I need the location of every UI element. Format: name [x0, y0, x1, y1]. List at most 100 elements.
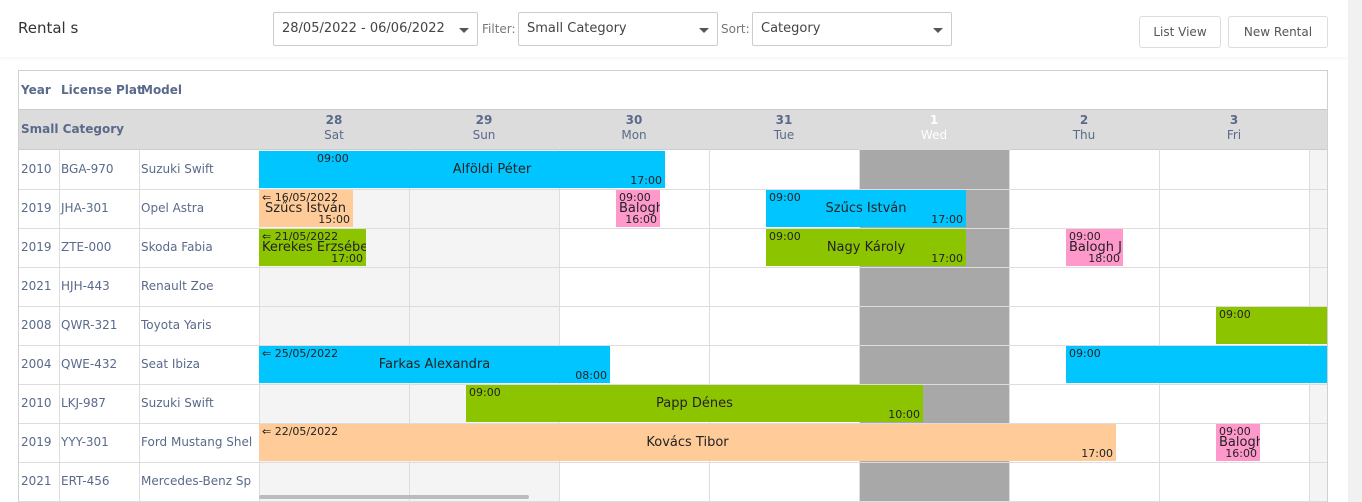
car-plate: QWR-321 — [61, 318, 118, 332]
event-end: 17:00 — [931, 252, 963, 265]
car-year: 2008 — [21, 318, 52, 332]
car-row[interactable]: 2004 QWE-432 Seat Ibiza — [19, 345, 259, 384]
event-start: 09:00 — [1069, 347, 1101, 360]
horizontal-scrollbar[interactable] — [259, 495, 529, 499]
group-row — [19, 110, 1327, 150]
event-name: Balogh — [1219, 435, 1260, 450]
chevron-down-icon — [459, 28, 469, 33]
car-model: Skoda Fabia — [141, 240, 213, 254]
car-row[interactable]: 2010 LKJ-987 Suzuki Swift — [19, 384, 259, 423]
car-plate: HJH-443 — [61, 279, 110, 293]
filter-value: Small Category — [527, 21, 627, 36]
rental-event[interactable]: 09:00 Balogh 16:00 — [616, 190, 660, 227]
row-divider — [19, 306, 1327, 307]
event-start: 09:00 — [619, 191, 651, 204]
sort-label: Sort: — [721, 22, 750, 36]
rental-event[interactable]: 09:00 Nagy Károly 17:00 — [766, 229, 966, 266]
car-model: Renault Zoe — [141, 279, 214, 293]
row-divider — [19, 189, 1327, 190]
car-row[interactable]: 2019 JHA-301 Opel Astra — [19, 189, 259, 228]
car-model: Opel Astra — [141, 201, 205, 215]
new-rental-button[interactable]: New Rental — [1228, 16, 1328, 48]
event-name: Szűcs István — [265, 201, 346, 216]
event-start: 09:00 — [1069, 230, 1101, 243]
event-end: 18:00 — [1088, 252, 1120, 265]
plate-header: License Plat — [61, 83, 143, 97]
column-divider — [139, 150, 140, 502]
car-plate: ZTE-000 — [61, 240, 112, 254]
list-view-button[interactable]: List View — [1139, 16, 1221, 48]
year-header: Year — [21, 83, 51, 97]
rental-event[interactable]: 09:00 Alföldi Péter 17:00 — [259, 151, 665, 188]
day-header: 1 Wed — [859, 110, 1009, 150]
rental-event[interactable]: 09:00 — [1216, 307, 1327, 344]
toolbar: Rental s 28/05/2022 - 06/06/2022 Filter:… — [0, 0, 1348, 57]
weekday: Wed — [920, 128, 948, 142]
rental-event[interactable]: ⇐ 21/05/2022 Kerekes Erzsébe 17:00 — [259, 229, 366, 266]
filter-select[interactable]: Small Category — [518, 12, 718, 46]
date-range-select[interactable]: 28/05/2022 - 06/06/2022 — [273, 12, 478, 46]
car-row[interactable]: 2019 ZTE-000 Skoda Fabia — [19, 228, 259, 267]
event-end: 17:00 — [931, 213, 963, 226]
day-number: 30 — [625, 113, 643, 127]
rental-event[interactable]: 09:00 Balogh 16:00 — [1216, 424, 1260, 461]
day-header: 29 Sun — [409, 110, 559, 150]
car-year: 2010 — [21, 396, 52, 410]
day-header: 3 Fri — [1159, 110, 1309, 150]
car-model: Suzuki Swift — [141, 396, 214, 410]
filter-label: Filter: — [482, 22, 516, 36]
row-divider — [19, 423, 1327, 424]
car-plate: YYY-301 — [61, 435, 109, 449]
rental-event[interactable]: 09:00 — [1066, 346, 1327, 383]
event-end: 17:00 — [1081, 447, 1113, 460]
day-number: 2 — [1079, 113, 1089, 127]
event-start: 09:00 — [1219, 308, 1251, 321]
car-row[interactable]: 2019 YYY-301 Ford Mustang Shel — [19, 423, 259, 462]
rental-event[interactable]: ⇐ 22/05/2022 Kovács Tibor 17:00 — [259, 424, 1116, 461]
car-year: 2019 — [21, 201, 52, 215]
rental-event[interactable]: ⇐ 16/05/2022 Szűcs István 15:00 — [259, 190, 353, 227]
rental-event[interactable]: 09:00 Papp Dénes 10:00 — [466, 385, 923, 422]
event-end: 16:00 — [1225, 447, 1257, 460]
event-name: Kerekes Erzsébe — [262, 240, 366, 255]
vertical-scrollbar[interactable] — [1348, 0, 1362, 502]
rental-calendar: Year License Plat Model Small Category 2… — [18, 70, 1328, 502]
event-start: ⇐ 25/05/2022 — [262, 347, 339, 360]
event-end: 15:00 — [318, 213, 350, 226]
day-number: 28 — [325, 113, 343, 127]
car-row[interactable]: 2010 BGA-970 Suzuki Swift — [19, 150, 259, 189]
event-end: 17:00 — [630, 174, 662, 187]
car-row[interactable]: 2021 HJH-443 Renault Zoe — [19, 267, 259, 306]
car-model: Seat Ibiza — [141, 357, 201, 371]
day-header: 31 Tue — [709, 110, 859, 150]
weekday: Tue — [773, 128, 795, 142]
date-range-value: 28/05/2022 - 06/06/2022 — [282, 21, 445, 36]
car-row[interactable]: 2008 QWR-321 Toyota Yaris — [19, 306, 259, 345]
page-title: Rental s — [18, 19, 79, 37]
event-end: 17:00 — [331, 252, 363, 265]
day-header: 30 Mon — [559, 110, 709, 150]
car-plate: BGA-970 — [61, 162, 114, 176]
rental-event[interactable]: ⇐ 25/05/2022 Farkas Alexandra 08:00 — [259, 346, 610, 383]
weekday: Sun — [472, 128, 496, 142]
car-plate: ERT-456 — [61, 474, 110, 488]
model-header: Model — [141, 83, 183, 97]
day-header: 2 Thu — [1009, 110, 1159, 150]
car-row[interactable]: 2021 ERT-456 Mercedes-Benz Sp — [19, 462, 259, 501]
event-start: ⇐ 22/05/2022 — [262, 425, 339, 438]
day-number: 29 — [475, 113, 493, 127]
event-start: 09:00 — [769, 191, 801, 204]
rental-event[interactable]: 09:00 Balogh J 18:00 — [1066, 229, 1123, 266]
event-start: 09:00 — [1219, 425, 1251, 438]
sort-select[interactable]: Category — [752, 12, 952, 46]
event-start: ⇐ 21/05/2022 — [262, 230, 339, 243]
rental-event[interactable]: 09:00 Szűcs István 17:00 — [766, 190, 966, 227]
weekday: Fri — [1226, 128, 1242, 142]
row-divider — [19, 228, 1327, 229]
row-divider — [19, 462, 1327, 463]
event-start: 09:00 — [317, 152, 349, 165]
weekday: Sat — [324, 128, 344, 142]
event-end: 08:00 — [575, 369, 607, 382]
car-year: 2021 — [21, 474, 52, 488]
car-year: 2021 — [21, 279, 52, 293]
